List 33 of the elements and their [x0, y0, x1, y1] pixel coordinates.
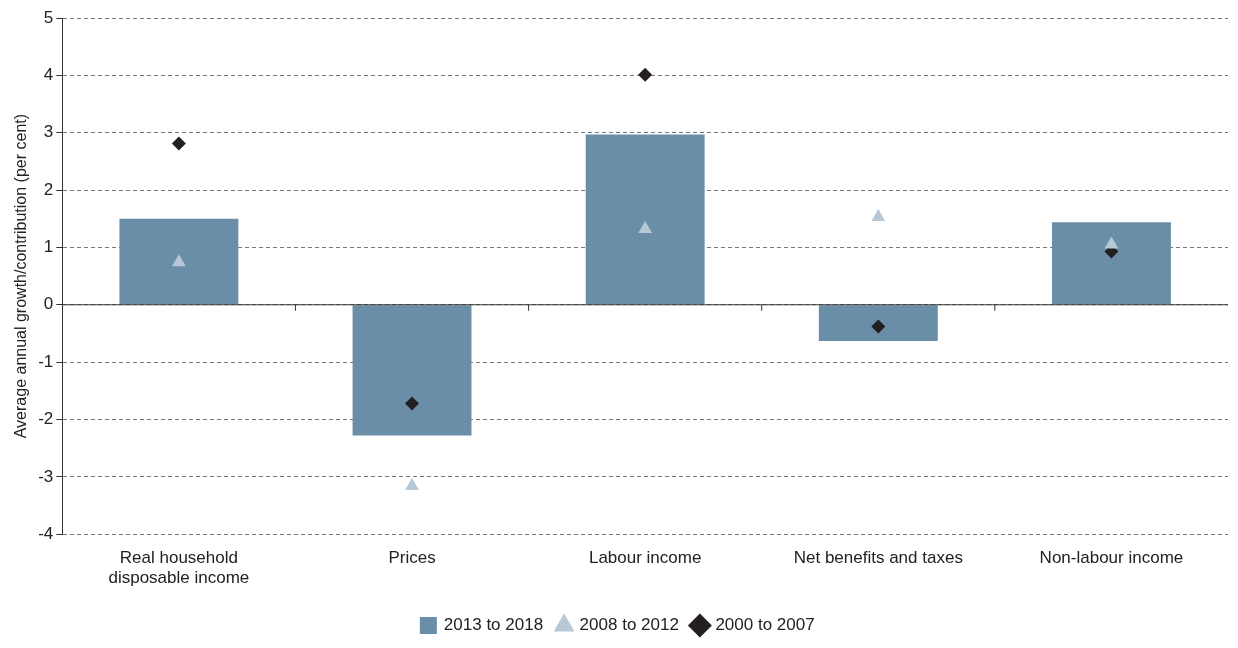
- y-tick-label: -4: [38, 523, 54, 543]
- y-tick-label: 2: [43, 179, 54, 199]
- bar: [352, 305, 472, 436]
- x-tick-label: Non-labour income: [1039, 548, 1184, 568]
- bar: [1051, 222, 1171, 305]
- y-axis-title: Average annual growth/contribution (per cent): [12, 113, 30, 439]
- x-tick-label: Labour income: [588, 548, 702, 568]
- y-tick-label: 3: [43, 122, 54, 142]
- bar: [585, 134, 705, 305]
- point: [171, 254, 186, 267]
- y-tick-label: -3: [38, 466, 54, 486]
- bar: [818, 305, 938, 341]
- y-tick-label: 0: [43, 294, 54, 314]
- legend-label: 2008 to 2012: [579, 615, 679, 635]
- point: [871, 209, 886, 222]
- point: [405, 478, 419, 491]
- y-tick-label: 4: [43, 65, 54, 85]
- legend-label: 2000 to 2007: [715, 615, 815, 635]
- x-tick-label: Prices: [388, 548, 436, 568]
- bar: [119, 218, 239, 305]
- point: [1104, 236, 1119, 249]
- point: [405, 396, 420, 411]
- x-tick-label: Real household disposable income: [108, 548, 250, 588]
- point: [638, 221, 653, 234]
- y-tick-label: 1: [43, 237, 54, 257]
- y-tick-label: 5: [43, 7, 54, 27]
- point: [871, 319, 886, 334]
- point: [171, 136, 186, 151]
- y-tick-label: -2: [38, 409, 54, 429]
- y-tick-label: -1: [38, 351, 54, 371]
- x-tick-label: Net benefits and taxes: [793, 548, 963, 568]
- legend-label: 2013 to 2018: [443, 615, 544, 635]
- point: [638, 67, 653, 82]
